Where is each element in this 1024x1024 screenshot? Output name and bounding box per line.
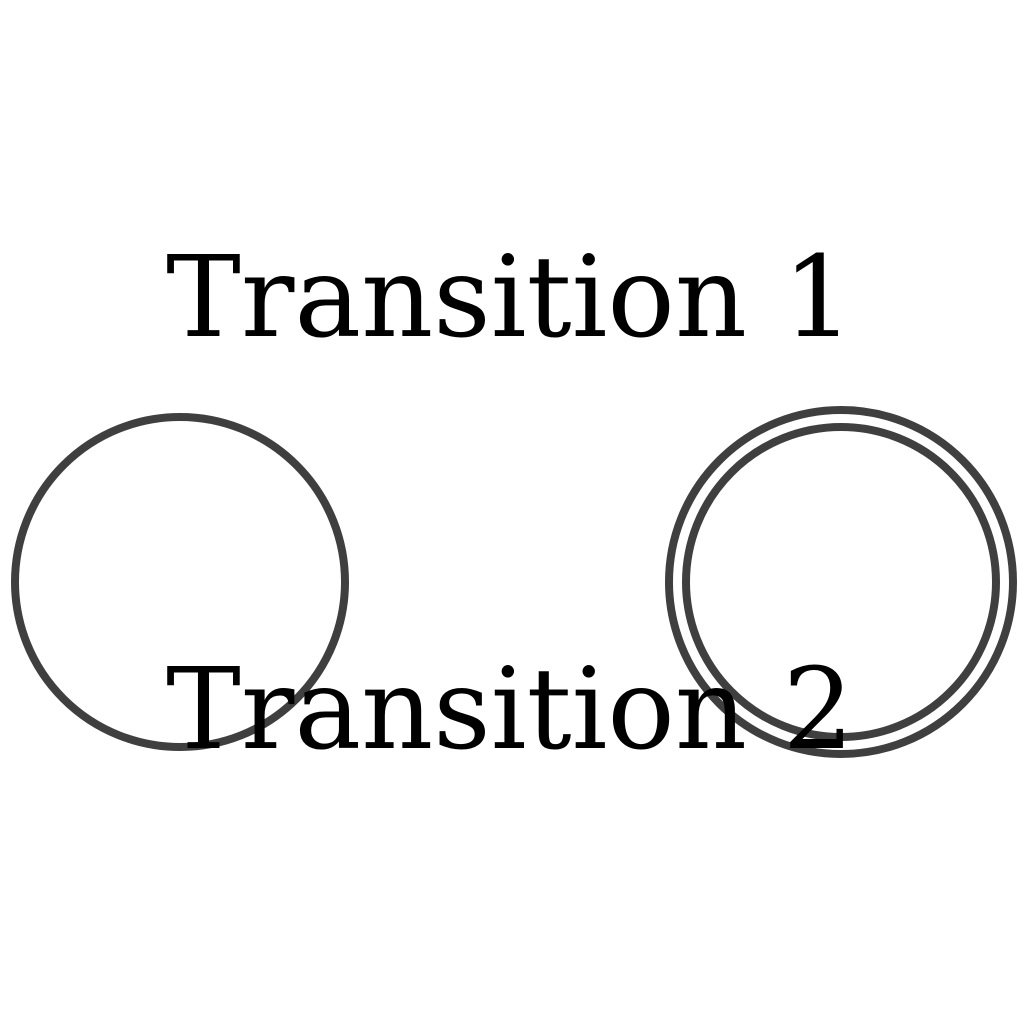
transition-label-1: Transition 1 [166, 233, 854, 363]
state-normal-ring [11, 413, 349, 751]
transition-label-2: Transition 2 [166, 645, 854, 775]
state-accepting-outer-ring [665, 406, 1017, 758]
state-normal [11, 413, 349, 751]
state-accepting [665, 406, 1017, 758]
state-accepting-inner-ring [682, 423, 1000, 741]
